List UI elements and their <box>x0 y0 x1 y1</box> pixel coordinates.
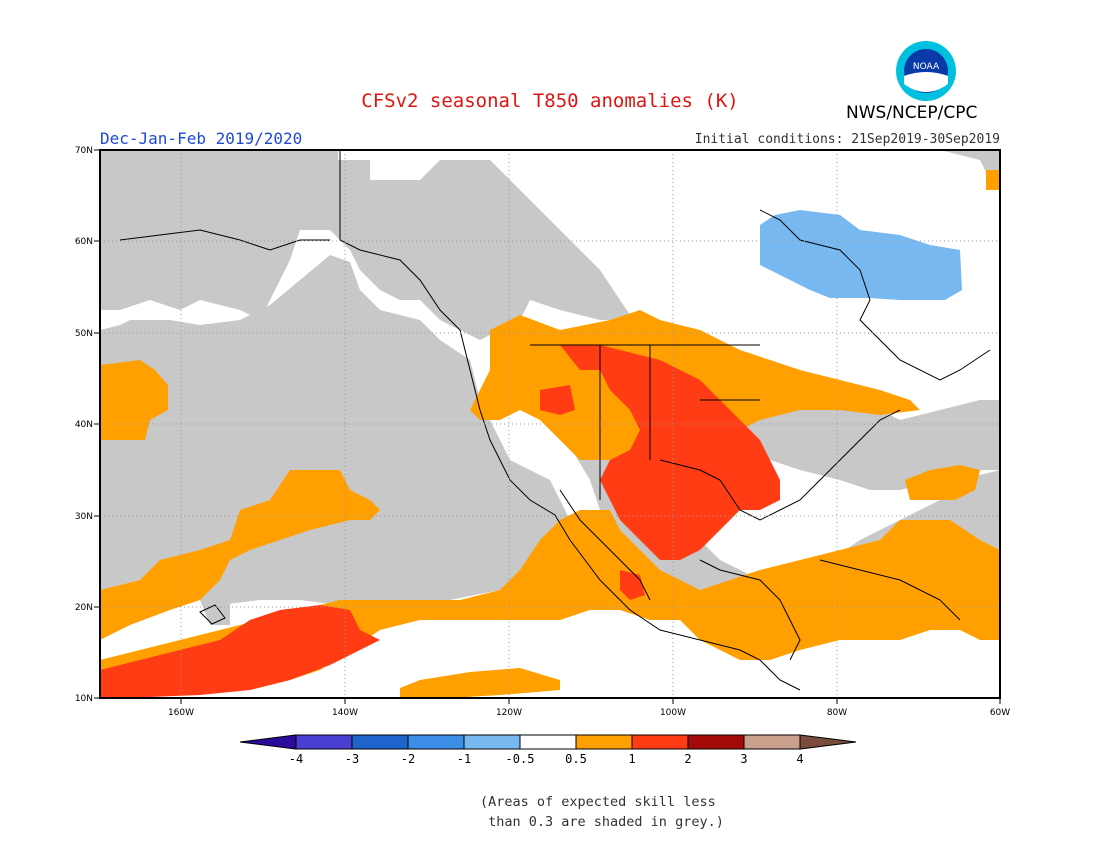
colorbar-extend-high <box>799 734 857 750</box>
initial-conditions-label: Initial conditions: 21Sep2019-30Sep2019 <box>694 132 1000 147</box>
cool-anomaly-region <box>760 210 962 300</box>
lat-label: 40N <box>75 420 93 430</box>
colorbar-swatch <box>743 734 801 750</box>
colorbar-swatch <box>687 734 745 750</box>
colorbar-swatch <box>463 734 521 750</box>
noaa-logo: NOAA <box>896 41 956 101</box>
colorbar-swatch <box>631 734 689 750</box>
agency-label: NWS/NCEP/CPC <box>846 103 978 123</box>
lat-label: 20N <box>75 603 93 613</box>
lat-label: 10N <box>75 694 93 704</box>
colorbar: -4 -3 -2 -1 -0.5 0.5 1 2 3 4 <box>239 734 857 766</box>
colorbar-tick-label: 3 <box>740 752 747 766</box>
colorbar-swatch <box>295 734 353 750</box>
graticule <box>100 150 1000 698</box>
lat-labels: 70N 60N 50N 40N 30N 20N 10N <box>75 146 93 704</box>
skill-note: (Areas of expected skill less than 0.3 a… <box>480 794 724 830</box>
lat-label: 60N <box>75 237 93 247</box>
axis-ticks <box>94 149 1001 704</box>
lat-label: 30N <box>75 512 93 522</box>
lon-labels: 160W 140W 120W 100W 80W 60W <box>168 708 1010 718</box>
colorbar-tick-label: -2 <box>401 752 415 766</box>
lat-label: 50N <box>75 329 93 339</box>
colorbar-tick-label: 4 <box>796 752 803 766</box>
colorbar-tick-label: -1 <box>457 752 471 766</box>
chart-title: CFSv2 seasonal T850 anomalies (K) <box>361 90 739 112</box>
colorbar-swatch <box>519 734 577 750</box>
colorbar-extend-low <box>239 734 297 750</box>
colorbar-tick-label: -3 <box>345 752 359 766</box>
colorbar-tick-label: 2 <box>684 752 691 766</box>
svg-text:NOAA: NOAA <box>913 62 940 72</box>
colorbar-tick-label: -0.5 <box>506 752 535 766</box>
colorbar-tick-label: -4 <box>289 752 303 766</box>
lon-label: 140W <box>332 708 358 718</box>
lon-label: 160W <box>168 708 194 718</box>
colorbar-tick-label: 1 <box>628 752 635 766</box>
colorbar-tick-label: 0.5 <box>565 752 587 766</box>
lon-label: 80W <box>827 708 847 718</box>
colorbar-swatch <box>407 734 465 750</box>
lon-label: 60W <box>990 708 1010 718</box>
lon-label: 120W <box>496 708 522 718</box>
coastlines <box>119 150 991 691</box>
lat-label: 70N <box>75 146 93 156</box>
warm-anomaly-red <box>100 345 780 698</box>
lon-label: 100W <box>660 708 686 718</box>
season-label: Dec-Jan-Feb 2019/2020 <box>100 129 303 148</box>
colorbar-swatch <box>351 734 409 750</box>
colorbar-swatch <box>575 734 633 750</box>
